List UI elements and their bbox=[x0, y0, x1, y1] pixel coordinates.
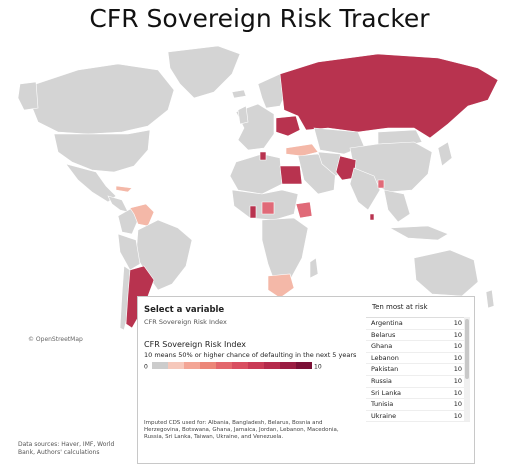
map-region-uk[interactable] bbox=[237, 105, 249, 125]
scale-swatch bbox=[296, 362, 312, 369]
map-region-usa[interactable] bbox=[53, 129, 151, 173]
map-region-turkey[interactable] bbox=[285, 143, 319, 157]
scale-min-label: 0 bbox=[144, 364, 148, 371]
country-name: Ukraine bbox=[371, 411, 397, 420]
scale-swatch bbox=[248, 362, 264, 369]
map-region-ukraine[interactable] bbox=[275, 115, 301, 137]
imputed-cds-footnote: Imputed CDS used for: Albania, Banglades… bbox=[144, 420, 339, 440]
country-name: Lebanon bbox=[371, 353, 399, 362]
variable-selector-value[interactable]: CFR Sovereign Risk Index bbox=[144, 318, 227, 326]
map-region-india[interactable] bbox=[349, 167, 381, 211]
scale-swatch bbox=[216, 362, 232, 369]
map-region-russia[interactable] bbox=[279, 53, 499, 139]
map-region-new-zealand[interactable] bbox=[485, 289, 495, 309]
list-item[interactable]: Belarus 10 bbox=[366, 330, 470, 342]
map-region-central-america[interactable] bbox=[107, 195, 129, 213]
map-region-iceland[interactable] bbox=[231, 89, 247, 99]
map-region-colombia[interactable] bbox=[117, 207, 139, 235]
map-region-canada[interactable] bbox=[29, 63, 175, 135]
world-map[interactable] bbox=[18, 44, 500, 344]
map-region-egypt[interactable] bbox=[279, 165, 303, 185]
list-scrollbar-thumb[interactable] bbox=[465, 319, 469, 379]
risk-value: 10 bbox=[453, 400, 462, 409]
country-name: Ghana bbox=[371, 342, 393, 351]
country-name: Pakistan bbox=[371, 365, 399, 374]
map-region-ethiopia[interactable] bbox=[295, 201, 313, 219]
map-region-north-africa[interactable] bbox=[229, 153, 283, 195]
country-name: Argentina bbox=[371, 319, 403, 327]
map-attribution[interactable]: © OpenStreetMap bbox=[28, 336, 83, 343]
list-item[interactable]: Pakistan 10 bbox=[366, 364, 470, 376]
scale-max-label: 10 bbox=[314, 364, 322, 371]
scale-swatch bbox=[200, 362, 216, 369]
risk-value: 10 bbox=[453, 342, 462, 351]
map-region-nigeria[interactable] bbox=[261, 201, 275, 215]
list-item[interactable]: Sri Lanka 10 bbox=[366, 388, 470, 400]
risk-value: 10 bbox=[453, 376, 462, 385]
map-region-madagascar[interactable] bbox=[309, 257, 319, 279]
risk-value: 10 bbox=[453, 365, 462, 374]
scale-swatch bbox=[280, 362, 296, 369]
list-item[interactable]: Lebanon 10 bbox=[366, 353, 470, 365]
scale-swatch bbox=[232, 362, 248, 369]
list-item[interactable]: Ghana 10 bbox=[366, 341, 470, 353]
map-region-alaska[interactable] bbox=[18, 81, 39, 111]
list-item[interactable]: Tunisia 10 bbox=[366, 399, 470, 411]
scale-swatch bbox=[184, 362, 200, 369]
map-region-australia[interactable] bbox=[413, 249, 479, 297]
map-region-caribbean[interactable] bbox=[115, 185, 133, 193]
map-region-bangladesh[interactable] bbox=[377, 179, 385, 189]
scale-swatch bbox=[152, 362, 168, 369]
map-region-south-africa[interactable] bbox=[267, 273, 295, 299]
risk-value: 10 bbox=[453, 388, 462, 397]
ten-most-title: Ten most at risk bbox=[372, 303, 428, 311]
map-region-se-asia[interactable] bbox=[383, 189, 411, 223]
variable-selector-title: Select a variable bbox=[144, 305, 225, 315]
map-region-tunisia[interactable] bbox=[259, 151, 267, 161]
index-color-scale: 0 10 bbox=[144, 362, 322, 371]
map-region-indonesia[interactable] bbox=[388, 225, 449, 241]
map-region-japan[interactable] bbox=[437, 141, 453, 167]
map-region-pakistan[interactable] bbox=[335, 155, 357, 181]
country-name: Russia bbox=[371, 376, 392, 385]
ten-most-rows[interactable]: Argentina 10 Belarus 10 Ghana 10 Lebanon 10 Paki… bbox=[366, 317, 470, 422]
data-sources-note: Data sources: Haver, IMF, World Bank, Au… bbox=[18, 441, 115, 456]
list-item[interactable]: Argentina 10 bbox=[366, 318, 470, 330]
control-panel: Select a variable CFR Sovereign Risk Ind… bbox=[137, 296, 475, 464]
country-name: Tunisia bbox=[371, 400, 394, 409]
list-item[interactable]: Russia 10 bbox=[366, 376, 470, 388]
risk-value: 10 bbox=[453, 411, 462, 420]
page-title: CFR Sovereign Risk Tracker bbox=[89, 4, 430, 33]
country-name: Sri Lanka bbox=[371, 388, 402, 397]
index-legend-description: 10 means 50% or higher chance of default… bbox=[144, 351, 357, 359]
country-name: Belarus bbox=[371, 330, 396, 339]
map-region-peru[interactable] bbox=[117, 233, 141, 271]
risk-value: 10 bbox=[453, 353, 462, 362]
map-region-sri-lanka[interactable] bbox=[369, 213, 375, 221]
risk-value: 10 bbox=[453, 330, 462, 339]
scale-swatch bbox=[264, 362, 280, 369]
list-item[interactable]: Ukraine 10 bbox=[366, 411, 470, 422]
map-region-brazil[interactable] bbox=[135, 219, 193, 291]
scale-swatch bbox=[168, 362, 184, 369]
list-scrollbar[interactable] bbox=[464, 317, 470, 421]
risk-value: 10 bbox=[453, 319, 462, 327]
index-legend-title: CFR Sovereign Risk Index bbox=[144, 340, 247, 349]
ten-most-at-risk-list: Ten most at risk Argentina 10 Belarus 10 Gha… bbox=[366, 303, 470, 423]
map-region-ghana[interactable] bbox=[249, 205, 257, 219]
map-region-greenland[interactable] bbox=[167, 45, 241, 99]
